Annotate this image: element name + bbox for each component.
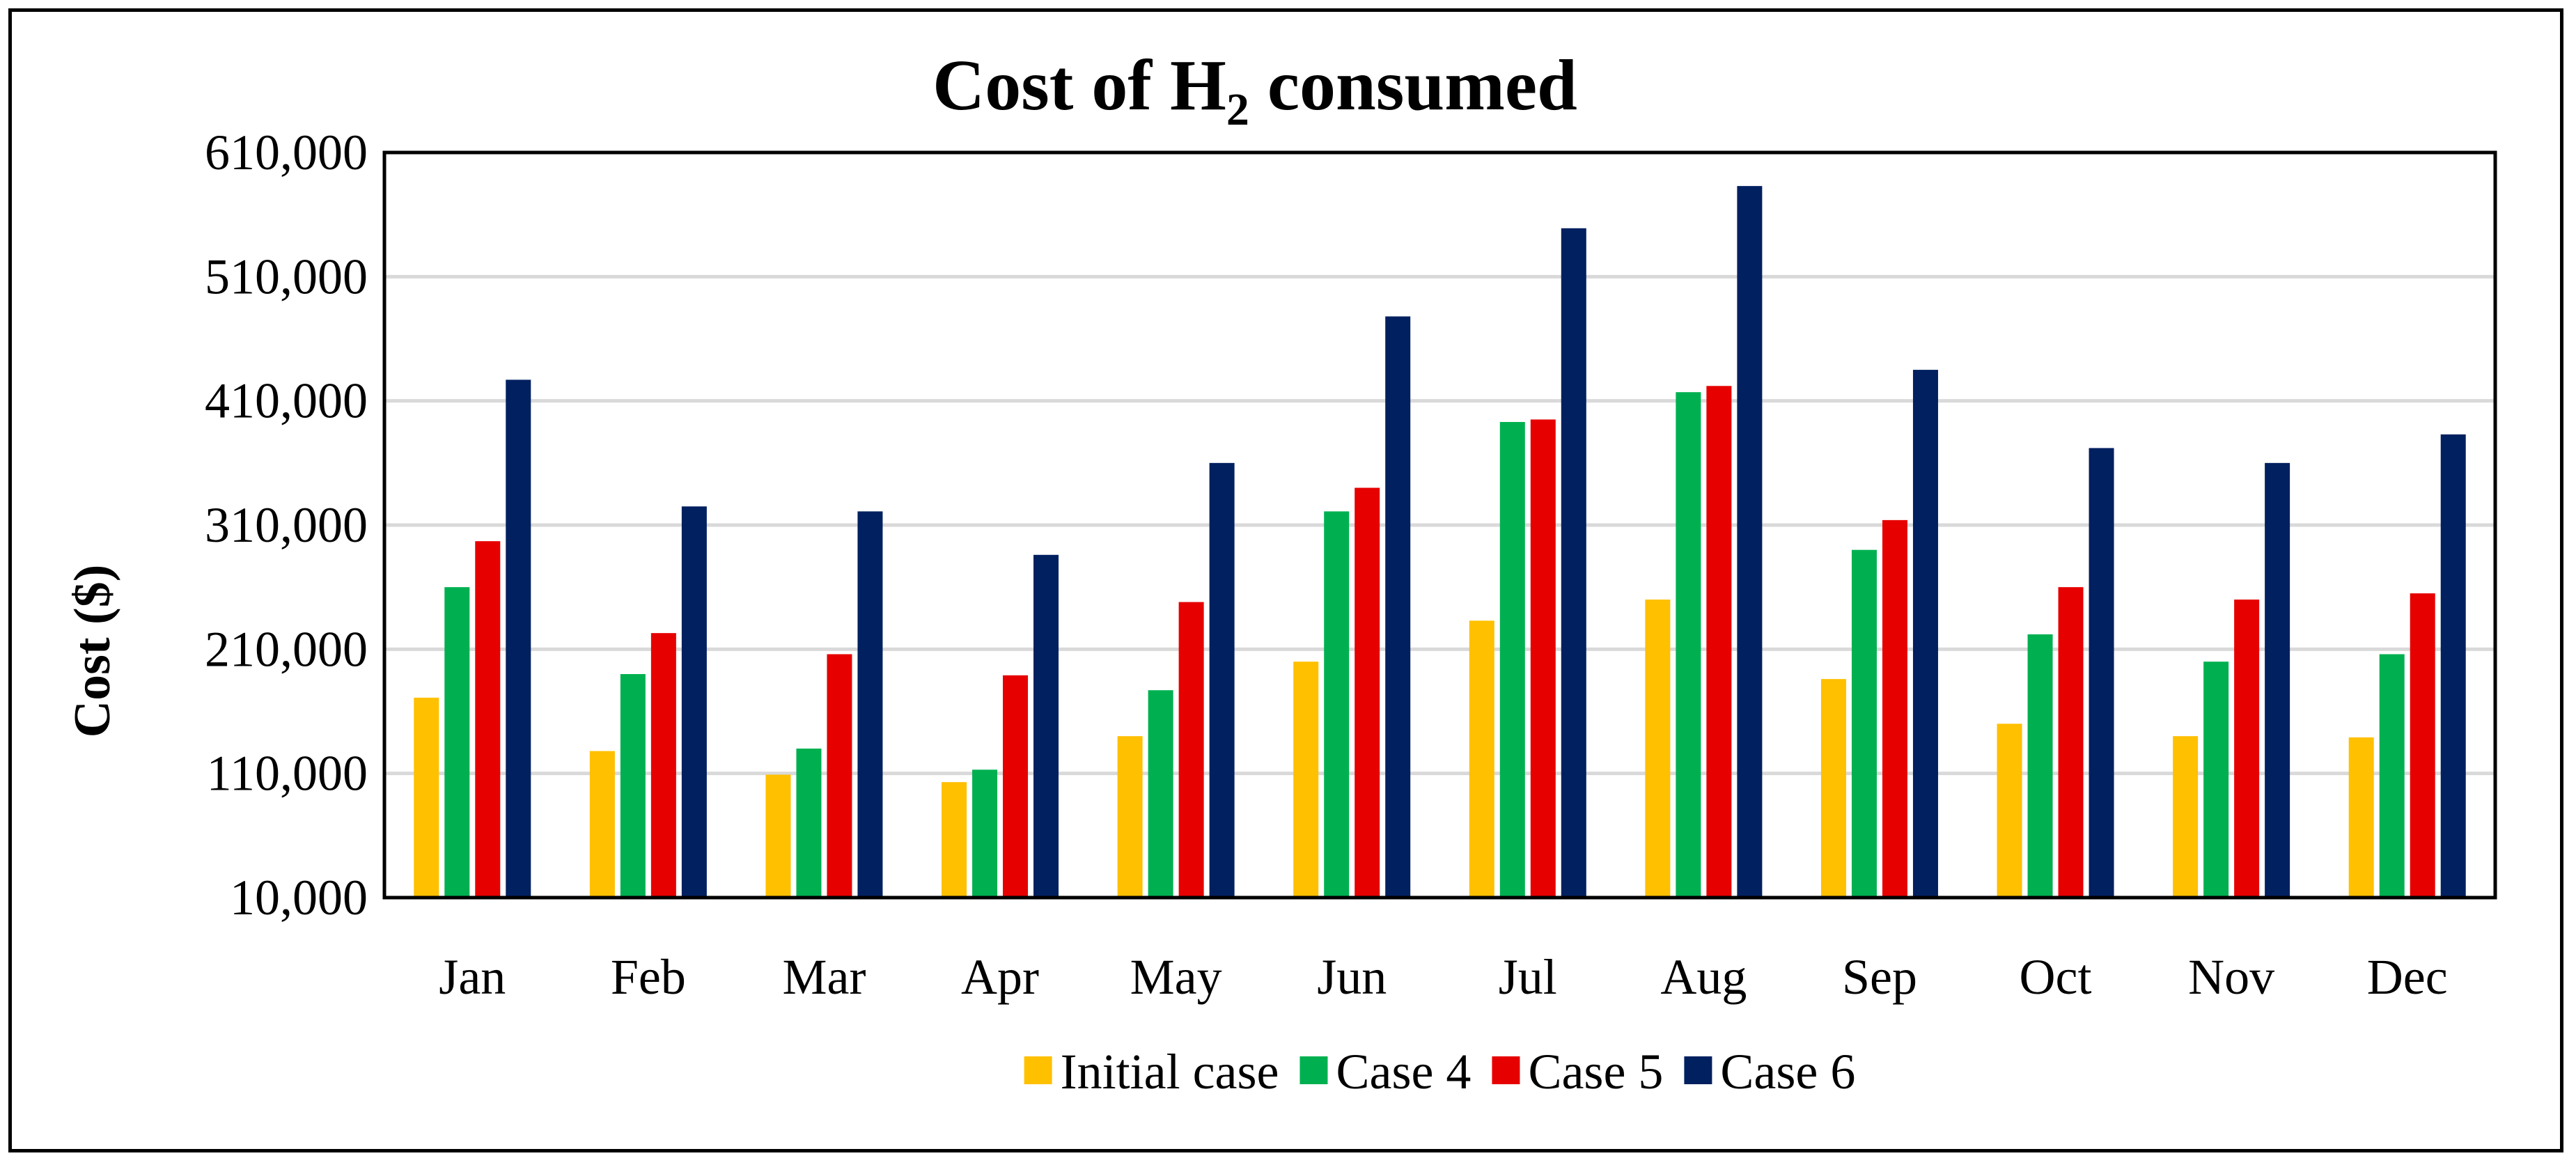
bar [2379,654,2405,898]
bar [2234,600,2260,898]
y-tick-label: 610,000 [205,125,368,180]
bar [589,751,615,898]
bar [681,506,707,898]
bar [1324,511,1350,898]
x-tick-label: Aug [1660,949,1747,1005]
y-tick-label: 310,000 [205,497,368,553]
bar [1912,370,1938,898]
bar [1385,316,1411,898]
y-tick-label: 110,000 [207,746,368,802]
legend-label: Case 5 [1528,1044,1663,1100]
bar [2440,434,2466,898]
bar [2265,462,2290,898]
bar [972,769,998,898]
y-tick-label: 210,000 [205,621,368,677]
chart-title-subscript: 2 [1226,84,1249,135]
chart-title-main: Cost of H [932,45,1226,125]
bar [827,654,852,898]
legend-label: Case 6 [1720,1044,1855,1100]
x-tick-labels: Jan Feb Mar Apr May Jun Jul Aug Sep Oct Nov Dec [439,949,2447,1005]
bar [1293,662,1319,898]
bar [1676,392,1701,898]
bar [1469,620,1494,898]
bar [414,697,439,898]
bar [796,749,822,898]
bar [942,782,967,898]
legend-swatch [1492,1056,1520,1084]
bar [2027,634,2053,898]
x-tick-label: Jul [1499,949,1557,1005]
bars [414,186,2466,898]
x-tick-label: Sep [1842,949,1917,1005]
y-tick-label: 410,000 [205,373,368,429]
bar [1355,487,1380,898]
gridlines [384,274,2495,776]
bar [765,774,791,898]
bar [2058,587,2084,898]
bar [1003,675,1029,898]
x-tick-label: Jan [439,949,506,1005]
x-tick-label: Nov [2188,949,2274,1005]
x-tick-label: Jun [1317,949,1387,1005]
x-tick-label: Feb [611,949,686,1005]
bar [1033,554,1059,898]
bar [1561,228,1586,898]
bar [1820,679,1846,898]
bar [1645,600,1671,898]
chart-title: Cost of H2 consumed [932,45,1577,135]
bar [2203,662,2229,898]
y-tick-label: 10,000 [230,870,368,925]
bar [2410,593,2435,898]
legend-swatch [1024,1056,1052,1084]
y-tick-label: 510,000 [205,249,368,304]
bar [1148,690,1173,898]
bar [1530,419,1556,898]
legend: Initial case Case 4 Case 5 Case 6 [1024,1044,1855,1100]
bar [650,633,676,898]
x-tick-label: Oct [2020,949,2092,1005]
x-tick-label: Dec [2367,949,2448,1005]
bar [1117,736,1143,898]
bar [1882,519,1907,898]
y-axis-label: Cost ($) [64,565,121,738]
y-tick-labels: 10,000 110,000 210,000 310,000 410,000 510,00… [205,125,368,925]
bar [2348,737,2374,898]
bar [1851,549,1877,898]
chart-title-rest: consumed [1249,45,1577,125]
x-tick-label: Mar [782,949,866,1005]
bar [475,541,501,898]
bar [1499,421,1525,898]
legend-label: Case 4 [1336,1044,1471,1100]
bar [620,674,646,898]
x-tick-label: May [1130,949,1222,1005]
bar [1178,602,1204,898]
legend-swatch [1299,1056,1328,1084]
bar [2173,736,2199,898]
bar [1209,462,1235,898]
bar [857,511,883,898]
bar [1997,724,2022,898]
bar [1737,186,1763,898]
x-tick-label: Apr [961,949,1039,1005]
chart-frame: Cost of H2 consumed 10,000 110,000 210,000… [8,8,2563,1152]
bar [506,380,531,898]
bar [444,587,470,898]
bar [1706,386,1732,898]
plot-area-border [382,150,2497,900]
legend-label: Initial case [1061,1044,1279,1100]
legend-swatch [1684,1056,1712,1084]
bar-chart: Cost of H2 consumed 10,000110,000210,000… [64,45,2497,1100]
bar [2089,448,2114,898]
